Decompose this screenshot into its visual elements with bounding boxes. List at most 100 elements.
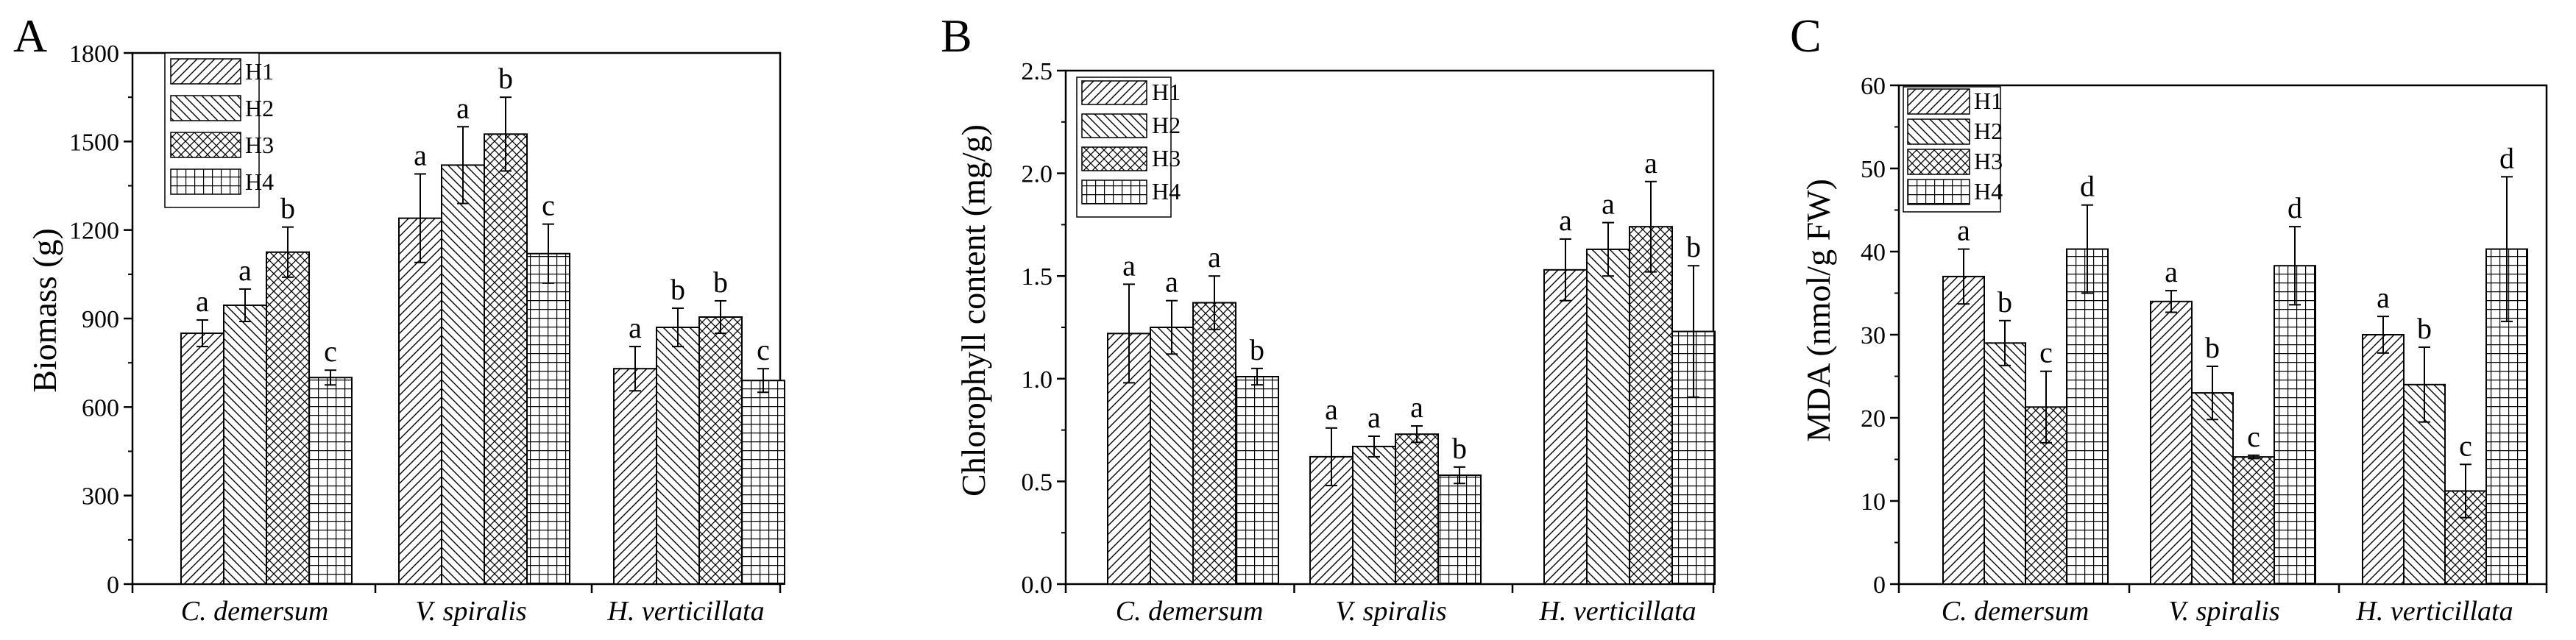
legend-swatch-h4 xyxy=(1081,179,1147,205)
significance-letter: c xyxy=(2247,420,2260,453)
significance-letter: a xyxy=(414,138,427,171)
legend-swatch-h3 xyxy=(1081,146,1147,171)
panel-a-ytick-label: 900 xyxy=(82,306,119,333)
significance-letter: a xyxy=(1957,214,1970,247)
panel-c-ylabel: MDA (nmol/g FW) xyxy=(1800,179,1837,442)
significance-letter: d xyxy=(2499,141,2514,174)
bar-h4 xyxy=(526,252,570,585)
panel-a-category-label: V. spiralis xyxy=(415,596,526,627)
panel-c-ytick-label: 20 xyxy=(1861,405,1886,433)
significance-letter: c xyxy=(542,189,555,222)
significance-letter: a xyxy=(2377,281,2390,314)
significance-letter: a xyxy=(1602,188,1615,221)
bar-h2 xyxy=(1586,248,1630,585)
significance-letter: a xyxy=(1367,401,1381,434)
bar-h2 xyxy=(656,327,700,585)
legend-label-h3: H3 xyxy=(245,132,274,158)
significance-letter: c xyxy=(2039,336,2053,369)
legend-label-h1: H1 xyxy=(1974,88,2003,114)
panel-c-category-label: H. verticillata xyxy=(2355,596,2513,627)
panel-a-ytick-label: 0 xyxy=(107,572,119,599)
legend-swatch-h1 xyxy=(170,58,241,85)
legend-swatch-h4 xyxy=(1907,179,1970,205)
legend-swatch-h3 xyxy=(1907,149,1970,175)
panel-b-category-label: C. demersum xyxy=(1116,596,1264,627)
legend-label-h2: H2 xyxy=(1152,112,1181,138)
significance-letter: b xyxy=(713,266,728,299)
panel-b-ytick-label: 0.0 xyxy=(1022,572,1053,599)
significance-letter: c xyxy=(324,335,337,368)
panel-c-ytick-label: 0 xyxy=(1873,572,1886,599)
bar-h2 xyxy=(2191,392,2234,585)
significance-letter: a xyxy=(1559,204,1572,237)
bar-h1 xyxy=(613,368,657,585)
panel-a-category-label: C. demersum xyxy=(181,596,329,627)
legend: H1 H2 H3 H4 xyxy=(164,52,274,208)
legend-swatch-h1 xyxy=(1907,88,1970,115)
significance-letter: a xyxy=(238,254,252,287)
legend: H1 H2 H3 H4 xyxy=(1076,77,1181,218)
significance-letter: c xyxy=(757,333,770,366)
bar-h4 xyxy=(741,380,785,585)
significance-letter: a xyxy=(196,285,209,318)
panel-c-ytick-label: 10 xyxy=(1861,488,1886,516)
bar-h1 xyxy=(398,217,442,585)
bar-h3 xyxy=(698,316,743,585)
significance-letter: a xyxy=(1122,249,1136,282)
legend-label-h1: H1 xyxy=(1152,79,1181,105)
panel-a-ytick-label: 600 xyxy=(82,394,119,422)
legend-swatch-h2 xyxy=(1907,118,1970,145)
panel-c-ytick-label: 40 xyxy=(1861,239,1886,266)
legend-label-h1: H1 xyxy=(245,58,274,85)
significance-letter: b xyxy=(280,192,295,225)
bar-h2 xyxy=(1352,445,1396,585)
panel-b-ytick-label: 1.0 xyxy=(1022,366,1053,394)
significance-letter: a xyxy=(1644,146,1657,179)
bar-h1 xyxy=(2362,334,2405,585)
panel-a-ytick-label: 300 xyxy=(82,483,119,511)
significance-letter: a xyxy=(1165,266,1178,299)
bar-h3 xyxy=(266,251,310,585)
panel-b-ytick-label: 2.0 xyxy=(1022,161,1053,188)
bar-h1 xyxy=(1543,269,1588,585)
panel-c-ytick-label: 50 xyxy=(1861,156,1886,183)
bar-h4 xyxy=(308,377,353,585)
legend-label-h4: H4 xyxy=(1974,178,2003,205)
significance-letter: b xyxy=(2205,331,2220,364)
bar-h4 xyxy=(2066,248,2109,585)
significance-letter: a xyxy=(1325,393,1338,426)
significance-letter: b xyxy=(498,62,513,95)
bar-h2 xyxy=(441,164,485,585)
panel-a-ytick-label: 1200 xyxy=(69,218,119,245)
panel-b-ytick-label: 0.5 xyxy=(1022,469,1053,496)
legend-swatch-h4 xyxy=(170,168,241,195)
significance-letter: d xyxy=(2080,170,2095,203)
legend-swatch-h3 xyxy=(170,132,241,158)
bar-h2 xyxy=(1984,342,2026,585)
legend-swatch-h1 xyxy=(1081,80,1147,105)
bar-h2 xyxy=(223,304,267,585)
bar-h4 xyxy=(2274,265,2316,585)
legend-label-h4: H4 xyxy=(245,168,274,195)
panel-c-category-label: V. spiralis xyxy=(2168,596,2279,627)
bar-h3 xyxy=(1629,226,1673,585)
bar-h2 xyxy=(1150,327,1194,585)
bar-h3 xyxy=(1395,433,1439,586)
significance-letter: a xyxy=(456,91,470,124)
significance-letter: b xyxy=(1998,285,2012,319)
legend: H1 H2 H3 H4 xyxy=(1903,86,2003,213)
panel-c-category-label: C. demersum xyxy=(1942,596,2090,627)
panel-b-ytick-label: 1.5 xyxy=(1022,263,1053,291)
panel-a-ytick-label: 1500 xyxy=(69,129,119,156)
panel-b-category-label: H. verticillata xyxy=(1538,596,1696,627)
bar-h3 xyxy=(484,133,528,586)
panel-b-category-label: V. spiralis xyxy=(1335,596,1446,627)
panel-a-category-label: H. verticillata xyxy=(606,596,764,627)
panel-b-ylabel: Chlorophyll content (mg/g) xyxy=(955,124,992,497)
bar-h3 xyxy=(2232,456,2275,585)
significance-letter: b xyxy=(2417,312,2432,345)
panel-b-ytick-label: 2.5 xyxy=(1022,58,1053,85)
